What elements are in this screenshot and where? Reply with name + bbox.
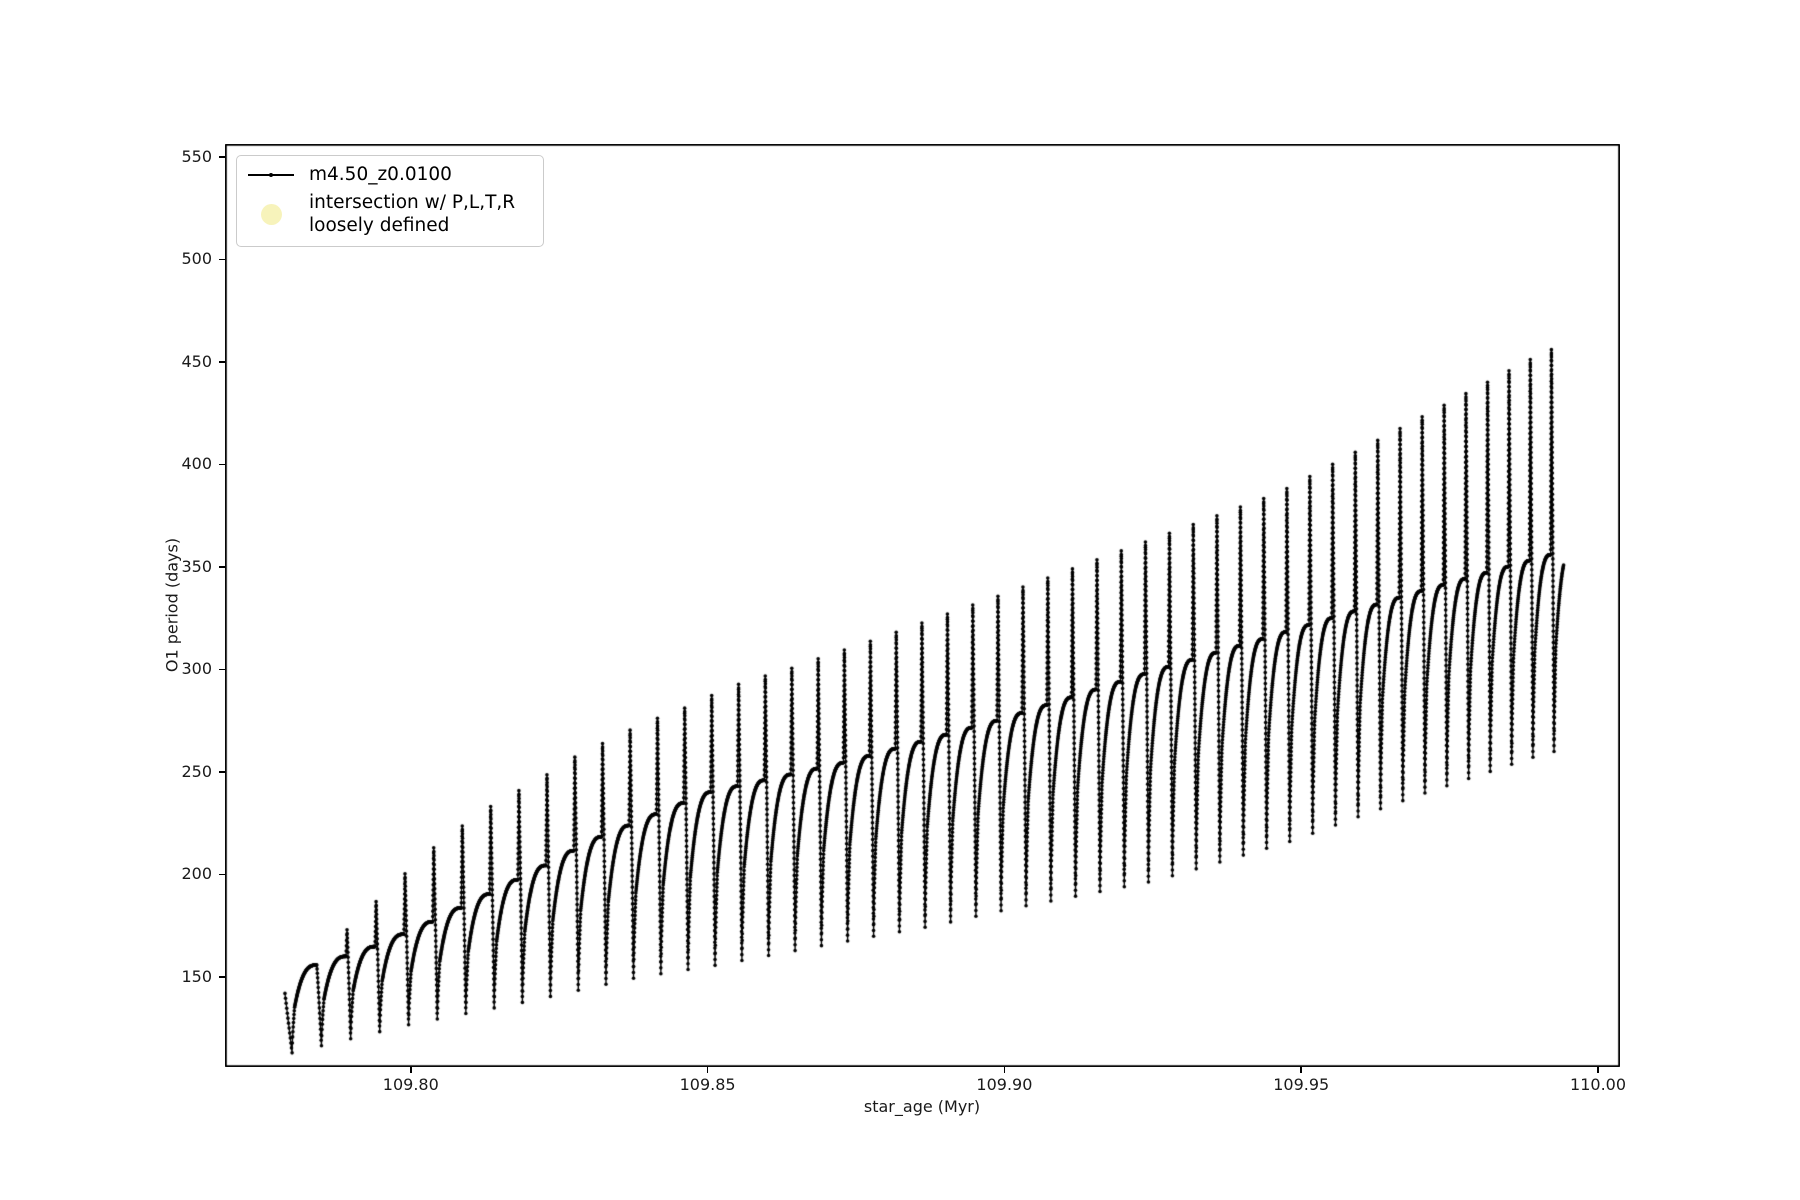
y-tick-label: 450 (181, 351, 212, 371)
x-tick-mark (1003, 1067, 1006, 1073)
y-tick-mark (219, 156, 225, 158)
legend-label-series: m4.50_z0.0100 (309, 163, 452, 185)
y-tick-label: 200 (181, 864, 212, 884)
y-tick-mark (219, 873, 225, 876)
legend-entry-series: m4.50_z0.0100 (245, 164, 533, 187)
y-tick-mark (219, 258, 225, 261)
legend-line-dot-marker (245, 172, 297, 178)
yellow-circle-icon (260, 204, 282, 226)
y-tick-label: 250 (181, 761, 212, 781)
x-tick-label: 110.00 (1570, 1075, 1627, 1094)
x-tick-mark (1300, 1067, 1303, 1073)
x-tick-mark (410, 1067, 412, 1073)
y-tick-label: 300 (181, 659, 212, 679)
y-tick-label: 350 (181, 556, 212, 576)
plot-area (225, 144, 1620, 1067)
y-tick-mark (219, 771, 225, 773)
x-tick-mark (1597, 1067, 1599, 1073)
y-axis-label: O1 period (days) (162, 537, 182, 673)
y-tick-mark (219, 361, 225, 363)
y-tick-mark (219, 463, 225, 466)
legend-entry-intersection: intersection w/ P,L,T,R loosely defined (245, 192, 533, 237)
x-tick-mark (706, 1067, 709, 1073)
y-tick-label: 500 (181, 249, 212, 269)
legend-label-intersection: intersection w/ P,L,T,R loosely defined (309, 192, 516, 236)
y-tick-label: 550 (181, 146, 212, 166)
x-tick-label: 109.95 (1273, 1075, 1330, 1094)
y-tick-label: 400 (181, 454, 212, 474)
y-tick-mark (219, 566, 225, 568)
x-axis-label: star_age (Myr) (863, 1097, 981, 1116)
x-tick-label: 109.80 (382, 1075, 439, 1094)
y-tick-mark (219, 668, 225, 671)
y-tick-label: 150 (181, 966, 212, 986)
legend-circle-marker (245, 204, 297, 226)
y-tick-mark (219, 976, 225, 978)
legend: m4.50_z0.0100 intersection w/ P,L,T,R lo… (236, 155, 544, 247)
x-tick-label: 109.90 (976, 1075, 1033, 1094)
x-tick-label: 109.85 (679, 1075, 736, 1094)
chart-canvas (225, 144, 1620, 1067)
dot-marker-icon (268, 172, 274, 178)
